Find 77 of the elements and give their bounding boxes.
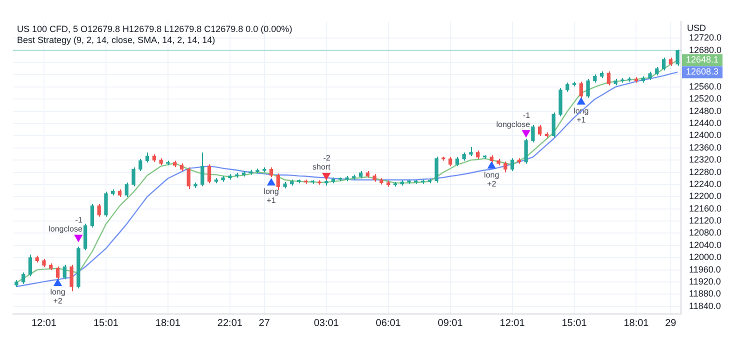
candlestick: [448, 156, 452, 167]
candlestick: [566, 82, 570, 92]
candlestick: [56, 266, 60, 280]
series-label: -2 short: [312, 154, 332, 172]
candlestick: [552, 112, 556, 138]
x-tick-label: 06:01: [376, 318, 402, 329]
candlestick: [434, 156, 438, 184]
candlestick: [676, 49, 680, 66]
candlestick: [662, 57, 666, 71]
y-tick-label: 12040.0: [689, 240, 722, 250]
candlestick: [104, 191, 108, 218]
series-label: -1 longclose: [496, 110, 531, 129]
candlestick: [531, 124, 535, 143]
y-tick-label: 12480.0: [689, 106, 722, 116]
candlestick: [70, 264, 74, 292]
candlestick: [28, 254, 32, 277]
y-tick-label: 11960.0: [689, 264, 721, 274]
candlestick: [469, 146, 473, 157]
y-tick-label: 12560.0: [689, 81, 722, 92]
text: long +2: [50, 288, 66, 306]
candlestick: [207, 164, 212, 184]
candlestick: [606, 70, 611, 86]
y-tick-label: 12720.0: [689, 32, 722, 43]
candlestick: [83, 223, 88, 251]
y-tick-label: 12080.0: [689, 228, 722, 238]
y-tick-label: 12680.0: [689, 44, 722, 55]
text: long +1: [264, 187, 279, 206]
candlestick: [186, 166, 190, 190]
chart-title: US 100 CFD, 5 O12679.8 H12679.8 L12679.8 C12679.8 0.0 (0.00%): [17, 24, 292, 34]
y-tick-label: 12160.0: [689, 203, 722, 214]
y-tick-label: 12320.0: [689, 154, 722, 165]
candlestick: [538, 124, 542, 136]
x-tick-label: 15:01: [562, 318, 588, 329]
y-axis-title: USD: [687, 22, 706, 33]
candlestick: [504, 161, 508, 173]
y-tick-label: 12000.0: [689, 252, 722, 262]
text: -1 longclose: [48, 215, 82, 234]
candlestick: [510, 158, 514, 172]
y-tick-label: 12200.0: [689, 191, 722, 202]
x-tick-label: 18:01: [624, 318, 650, 329]
y-tick-label: 12360.0: [689, 142, 722, 152]
candlestick: [200, 152, 204, 187]
x-tick-label: 03:01: [314, 318, 340, 329]
data-label: 12648.1: [686, 54, 719, 65]
y-tick-label: 12120.0: [689, 216, 722, 226]
x-tick-label: 09:01: [438, 318, 464, 329]
candlestick: [62, 264, 66, 280]
candlestick: [124, 182, 128, 198]
y-tick-label: 12400.0: [689, 130, 722, 140]
candlestick: [90, 203, 94, 228]
y-tick-label: 12240.0: [689, 178, 722, 189]
candlestick: [579, 81, 583, 100]
candlestick: [269, 166, 274, 178]
y-tick-label: 12520.0: [689, 94, 722, 104]
candlestick: [524, 138, 528, 164]
y-tick-label: 11920.0: [689, 276, 721, 286]
x-tick-label: 22:01: [217, 318, 243, 329]
x-tick-label: 15:01: [93, 318, 119, 329]
x-tick-label: 12:01: [31, 318, 57, 329]
series-label: long +2: [484, 170, 500, 188]
x-tick-label: 27: [258, 318, 270, 329]
data-label: 12608.3: [686, 66, 719, 77]
candlestick: [138, 158, 142, 172]
y-tick-label: 11840.0: [689, 300, 721, 311]
candlestick: [132, 166, 136, 187]
y-tick-label: 11880.0: [689, 288, 721, 299]
y-tick-label: 12440.0: [689, 118, 722, 128]
text: Best Strategy (9, 2, 14, close, SMA, 14, 2, 14, 14): [17, 34, 216, 45]
candlestick: [455, 156, 460, 167]
candlestick: [586, 78, 590, 98]
candlestick: [22, 272, 26, 284]
candlestick: [145, 152, 150, 164]
candlestick: [97, 203, 101, 218]
x-tick-label: 29: [665, 318, 677, 329]
x-tick-label: 12:01: [500, 318, 526, 329]
x-tick-label: 18:01: [155, 318, 181, 329]
y-tick-label: 12280.0: [689, 166, 722, 177]
